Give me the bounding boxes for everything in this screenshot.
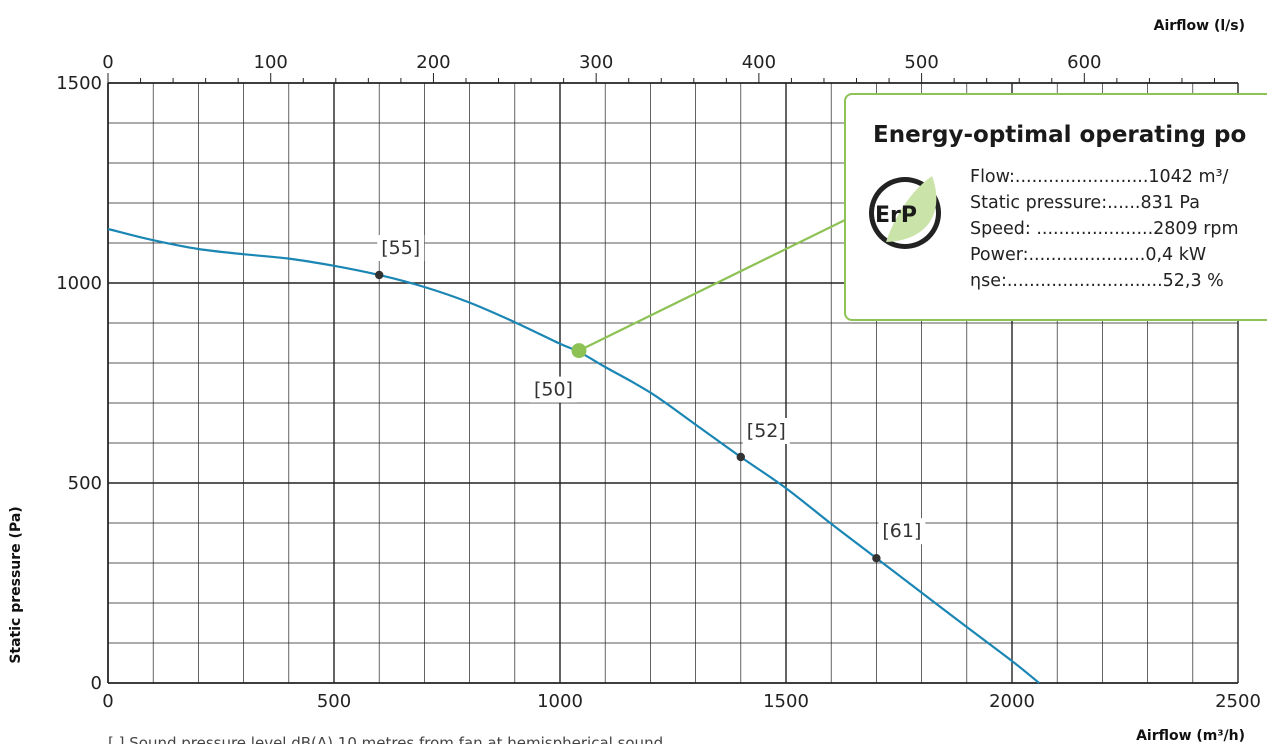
point-label: [50] [534,379,573,401]
info-box-row: Speed: .....................2809 rpm [970,219,1239,239]
curve-point-marker [375,270,384,280]
x-tick-label: 500 [317,691,351,712]
x2-axis-title: Airflow (l/s) [1154,18,1245,34]
x-tick-label: 0 [102,691,113,712]
info-box-row: Flow:........................1042 m³/ [970,167,1229,187]
info-box-title: Energy-optimal operating po [873,122,1246,148]
x2-tick-label: 300 [579,52,613,73]
info-box-row: Power:.....................0,4 kW [970,245,1206,265]
point-label-bg [377,235,425,261]
y-axis-title: Static pressure (Pa) [8,506,24,663]
x-axis-title: Airflow (m³/h) [1136,728,1245,744]
point-label-bg [742,418,790,444]
y-tick-label: 500 [68,473,102,494]
axes: 0 500 1000 1500 2000 2500 0 100 200 300 400 500 600 0… [56,52,1261,712]
point-label: [55] [381,237,420,259]
curve-point-marker [736,452,745,462]
y-tick-label: 1000 [56,273,102,294]
x2-tick-label: 500 [904,52,938,73]
x2-tick-label: 600 [1067,52,1101,73]
x2-tick-label: 100 [254,52,288,73]
point-label-bg [878,518,926,545]
point-label: [52] [747,420,786,442]
info-box-row: ηse:............................52,3 % [970,271,1224,291]
energy-optimal-info-box: Energy-optimal operating po ErP Flow:...… [844,93,1267,321]
x2-tick-label: 400 [742,52,776,73]
curve-point-marker [872,554,881,563]
point-label: [61] [882,520,921,542]
x-tick-label: 2500 [1215,691,1261,712]
point-label-bg [529,376,577,403]
x2-tick-label: 0 [102,52,113,73]
operating-point-connector [578,219,846,352]
x-tick-label: 1500 [763,691,809,712]
y-tick-label: 0 [91,673,102,694]
x-tick-label: 1000 [537,691,583,712]
x2-tick-label: 200 [416,52,450,73]
info-box-rows: Flow:........................1042 m³/Sta… [970,167,1239,291]
info-box-frame [844,93,1267,321]
info-box-row: Static pressure:......831 Pa [970,193,1200,213]
curve-points: [55] [50] [52] [61] [375,235,926,563]
operating-point-marker [571,343,587,359]
erp-icon: ErP [869,176,941,249]
y-tick-label: 1500 [56,73,102,94]
erp-badge-text: ErP [875,203,917,228]
x-tick-label: 2000 [989,691,1035,712]
footnote-text: [ ] Sound pressure level dB(A) 10 metres… [108,734,663,744]
